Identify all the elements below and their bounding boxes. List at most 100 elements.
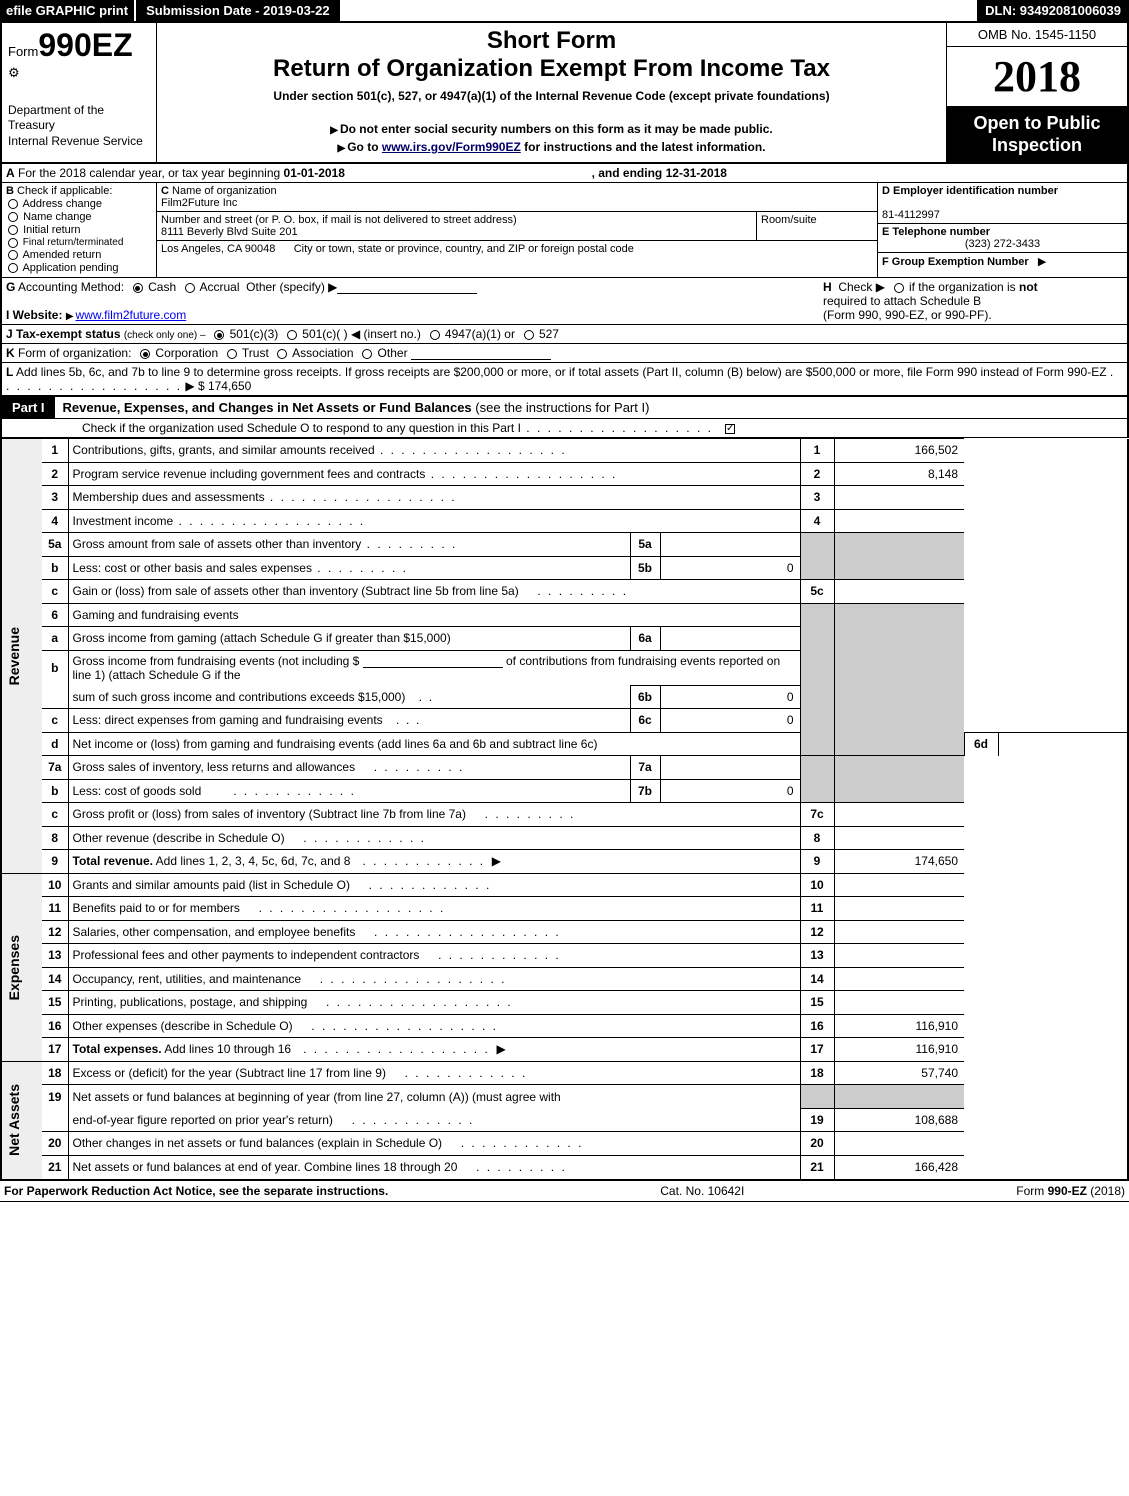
ln-5c: c: [42, 580, 68, 604]
radio-accrual[interactable]: [185, 283, 195, 293]
val-8: [834, 826, 964, 850]
chk-final-return[interactable]: Final return/terminated: [6, 237, 152, 248]
room-legend: Room/suite: [761, 214, 817, 226]
part1-check-row: Check if the organization used Schedule …: [0, 419, 1129, 438]
val-18: 57,740: [834, 1061, 964, 1085]
dept-line2: Internal Revenue Service: [8, 134, 150, 150]
other-specify-field[interactable]: [337, 282, 477, 294]
open-to-public: Open to Public Inspection: [947, 107, 1127, 162]
ln-14: 14: [42, 967, 68, 991]
desc-16: Other expenses (describe in Schedule O): [73, 1019, 293, 1033]
ln-6: 6: [42, 603, 68, 627]
radio-4947[interactable]: [430, 330, 440, 340]
ln-1: 1: [42, 439, 68, 463]
ln-6b: b: [42, 650, 68, 685]
line-l-label: L: [6, 365, 13, 379]
desc-1: Contributions, gifts, grants, and simila…: [73, 443, 375, 457]
val-17: 116,910: [834, 1038, 964, 1062]
org-address: 8111 Beverly Blvd Suite 201: [161, 226, 298, 238]
row-11: 11 Benefits paid to or for members 11: [1, 897, 1128, 921]
grayv-19: [834, 1085, 964, 1109]
desc-6b-1: Gross income from fundraising events (no…: [73, 654, 360, 668]
ein-value: 81-4112997: [882, 209, 940, 221]
line-j-label: J Tax-exempt status: [6, 327, 121, 341]
radio-trust[interactable]: [227, 349, 237, 359]
ln-6b-blank: [42, 685, 68, 709]
desc-8: Other revenue (describe in Schedule O): [73, 831, 285, 845]
row-9: 9 Total revenue. Add lines 1, 2, 3, 4, 5…: [1, 850, 1128, 874]
radio-h[interactable]: [894, 283, 904, 293]
label-501c3: 501(c)(3): [230, 327, 279, 341]
chk-address-change[interactable]: Address change: [6, 198, 152, 210]
mval-6a: [660, 627, 800, 651]
radio-501c3[interactable]: [214, 330, 224, 340]
sidelabel-netassets: Net Assets: [1, 1061, 42, 1179]
fundraising-amount-field[interactable]: [363, 656, 503, 668]
line-h-label: H: [823, 280, 832, 294]
chk-amended-return[interactable]: Amended return: [6, 249, 152, 261]
footer-right-yr: (2018): [1087, 1184, 1125, 1198]
radio-corp[interactable]: [140, 349, 150, 359]
row-20: 20 Other changes in net assets or fund b…: [1, 1132, 1128, 1156]
grayv-6: [834, 603, 964, 756]
other-org-field[interactable]: [411, 348, 551, 360]
sidelabel-netassets-text: Net Assets: [6, 1084, 22, 1156]
row-7c: c Gross profit or (loss) from sales of i…: [1, 803, 1128, 827]
row-19-1: 19 Net assets or fund balances at beginn…: [1, 1085, 1128, 1109]
radio-527[interactable]: [524, 330, 534, 340]
rln-9: 9: [800, 850, 834, 874]
desc-9: Total revenue.: [73, 854, 153, 868]
radio-accrual-label: Accrual: [199, 280, 239, 294]
ln-5a: 5a: [42, 533, 68, 557]
rln-13: 13: [800, 944, 834, 968]
line-a: A For the 2018 calendar year, or tax yea…: [0, 164, 1129, 183]
ssn-warning-text: Do not enter social security numbers on …: [340, 122, 773, 136]
radio-assoc[interactable]: [277, 349, 287, 359]
desc-17: Total expenses.: [73, 1042, 162, 1056]
chk-name-change[interactable]: Name change: [6, 211, 152, 223]
gray-19: [800, 1085, 834, 1109]
ln-6d: d: [42, 732, 68, 756]
short-form-title: Short Form: [165, 27, 938, 55]
part1-title-text: Revenue, Expenses, and Changes in Net As…: [63, 400, 472, 415]
rln-3: 3: [800, 486, 834, 510]
row-18: Net Assets 18 Excess or (deficit) for th…: [1, 1061, 1128, 1085]
other-specify-label: Other (specify): [246, 280, 325, 294]
schedule-o-checkbox[interactable]: [725, 424, 735, 434]
grayv-5: [834, 533, 964, 580]
efile-print-button[interactable]: efile GRAPHIC print: [0, 0, 136, 21]
label-corp: Corporation: [155, 346, 218, 360]
line-k: K Form of organization: Corporation Trus…: [0, 343, 1129, 362]
irs-link[interactable]: www.irs.gov/Form990EZ: [382, 140, 521, 154]
row-7a: 7a Gross sales of inventory, less return…: [1, 756, 1128, 780]
line-k-text: Form of organization:: [18, 346, 131, 360]
row-4: 4 Investment income 4: [1, 509, 1128, 533]
row-10: Expenses 10 Grants and similar amounts p…: [1, 873, 1128, 897]
phone-value: (323) 272-3433: [882, 238, 1123, 250]
radio-other[interactable]: [362, 349, 372, 359]
ln-19b: [42, 1108, 68, 1132]
radio-501c[interactable]: [287, 330, 297, 340]
line-a-text2: , and ending: [592, 166, 666, 180]
gear-icon[interactable]: ⚙: [8, 65, 22, 79]
ln-11: 11: [42, 897, 68, 921]
addr-legend: Number and street (or P. O. box, if mail…: [161, 214, 517, 226]
chk-initial-return[interactable]: Initial return: [6, 224, 152, 236]
chk-application-pending[interactable]: Application pending: [6, 262, 152, 274]
omb-number: OMB No. 1545-1150: [947, 23, 1127, 47]
desc-2: Program service revenue including govern…: [73, 467, 426, 481]
desc-12: Salaries, other compensation, and employ…: [73, 925, 356, 939]
org-city: Los Angeles, CA 90048: [161, 243, 275, 255]
website-link[interactable]: www.film2future.com: [76, 308, 187, 322]
line-j-sub: (check only one) –: [124, 330, 206, 341]
part1-title-sub: (see the instructions for Part I): [475, 400, 649, 415]
line-h-not: not: [1019, 280, 1038, 294]
radio-cash[interactable]: [133, 283, 143, 293]
label-527: 527: [539, 327, 559, 341]
mini-5a: 5a: [630, 533, 660, 557]
ln-7a: 7a: [42, 756, 68, 780]
desc-6b-3: sum of such gross income and contributio…: [73, 690, 406, 704]
sidelabel-revenue: Revenue: [1, 439, 42, 874]
box-c-legend: Name of organization: [172, 185, 277, 197]
desc-5b: Less: cost or other basis and sales expe…: [73, 561, 312, 575]
